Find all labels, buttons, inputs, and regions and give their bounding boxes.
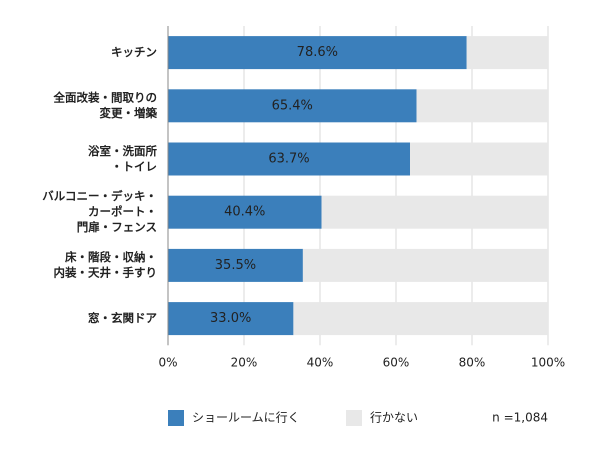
bar-segment [293, 302, 548, 336]
legend-label: 行かない [370, 411, 418, 425]
y-tick-label: 浴室・洗面所 [88, 144, 157, 158]
bar-segment [168, 248, 303, 282]
x-tick-label: 100% [531, 356, 565, 370]
value-label: 35.5% [215, 258, 256, 273]
y-tick-label: 内装・天井・手すり [54, 266, 158, 280]
x-tick-label: 80% [459, 356, 486, 370]
y-tick-label: カーポート・ [88, 205, 157, 219]
value-label: 63.7% [268, 152, 309, 167]
value-label: 33.0% [210, 311, 251, 326]
value-label: 78.6% [297, 45, 338, 60]
bar-segment [416, 89, 548, 123]
bar-segment [302, 248, 548, 282]
x-tick-label: 0% [158, 356, 177, 370]
sample-size: n =1,084 [492, 411, 548, 425]
bar-segment [168, 36, 467, 70]
y-tick-label: キッチン [111, 45, 157, 59]
y-tick-label: 床・階段・収納・ [65, 250, 157, 264]
bar-segment [321, 195, 548, 229]
y-tick-label: 門扉・フェンス [77, 220, 157, 234]
x-tick-label: 20% [231, 356, 258, 370]
y-tick-label: ・トイレ [111, 159, 157, 173]
x-tick-label: 60% [383, 356, 410, 370]
bar-segment [410, 142, 548, 176]
bar-segment [168, 89, 417, 123]
y-tick-label: 窓・玄関ドア [88, 311, 157, 325]
legend-swatch [168, 410, 184, 426]
y-tick-label: 全面改装・間取りの [53, 91, 158, 105]
bar-segment [168, 302, 294, 336]
y-tick-label: 変更・増築 [100, 106, 158, 120]
bar-segment [466, 36, 548, 70]
legend-label: ショールームに行く [192, 411, 300, 425]
x-tick-label: 40% [307, 356, 334, 370]
bar-segment [168, 142, 411, 176]
bar-segment [168, 195, 322, 229]
y-tick-label: バルコニー・デッキ・ [42, 189, 157, 203]
legend-swatch [346, 410, 362, 426]
value-label: 65.4% [272, 98, 313, 113]
value-label: 40.4% [224, 205, 265, 220]
